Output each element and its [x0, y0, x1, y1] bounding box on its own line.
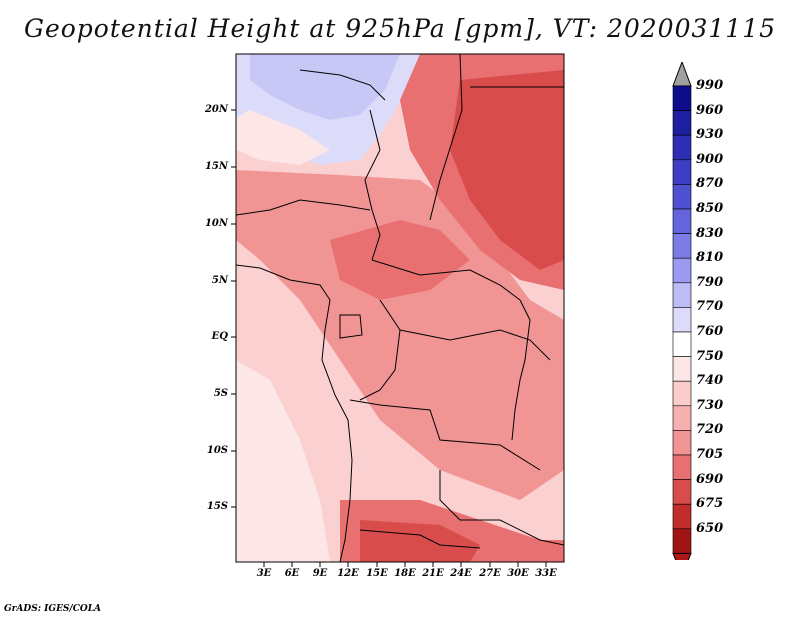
colorbar-label: 790 [696, 274, 724, 290]
lat-label-20n: 20N [204, 104, 228, 115]
colorbar-swatch [672, 307, 692, 333]
colorbar-swatch [672, 184, 692, 210]
colorbar-label: 770 [696, 299, 724, 315]
lat-label-10n: 10N [204, 218, 228, 229]
tick-marks [231, 109, 547, 567]
lon-label-30e: 30E [507, 568, 529, 579]
colorbar-label: 850 [696, 201, 724, 216]
lat-label-5n: 5N [211, 275, 228, 286]
colorbar-swatch [672, 159, 692, 185]
colorbar-swatch [672, 233, 692, 259]
colorbar-label: 690 [696, 471, 724, 487]
colorbar-label: 760 [696, 324, 724, 339]
colorbar-swatch [672, 134, 692, 161]
lon-label-15e: 15E [366, 568, 388, 579]
colorbar-swatch [672, 503, 692, 530]
colorbar-swatch [672, 110, 692, 136]
colorbar-label: 830 [696, 225, 724, 241]
borders [236, 54, 564, 562]
colorbar-label: 720 [696, 422, 724, 438]
colorbar-bottom-arrow [672, 552, 692, 560]
colorbar-label: 730 [696, 397, 724, 413]
colorbar-swatch [672, 356, 692, 382]
colorbar-swatch [672, 430, 692, 456]
field-light-west [236, 360, 330, 562]
grads-credit: GrADS: IGES/COLA [4, 604, 102, 614]
colorbar-swatch [672, 528, 692, 554]
colorbar-label: 990 [696, 78, 724, 93]
colorbar-label: 675 [696, 496, 724, 512]
colorbar-label: 870 [696, 176, 724, 192]
colorbar-label: 705 [696, 447, 724, 462]
field-white-belt [236, 110, 330, 165]
lat-label-eq: EQ [211, 331, 228, 342]
lon-label-6e: 6E [284, 568, 300, 579]
colorbar-swatch [672, 454, 692, 480]
lat-label-5s: 5S [213, 388, 228, 399]
colorbar-swatch [672, 380, 692, 407]
lon-label-21e: 21E [422, 568, 444, 579]
colorbar-label: 810 [696, 250, 724, 266]
colorbar-label: 900 [696, 151, 724, 167]
colorbar-swatch [672, 405, 692, 431]
colorbar-top-arrow [672, 62, 692, 87]
chart-title: Geopotential Height at 925hPa [gpm], VT:… [23, 14, 777, 43]
colorbar-swatch [672, 331, 692, 357]
map-frame [235, 53, 565, 563]
lon-label-3e: 3E [256, 568, 272, 579]
field-mid-red [236, 170, 564, 500]
lon-label-33e: 33E [535, 568, 557, 579]
colorbar-swatch [672, 282, 692, 308]
colorbar-swatch [672, 257, 692, 284]
lon-label-27e: 27E [479, 568, 501, 579]
height-field [236, 54, 564, 562]
lat-label-15s: 15S [206, 501, 228, 512]
colorbar-label: 740 [696, 373, 724, 389]
lon-label-24e: 24E [450, 568, 472, 579]
colorbar-swatch [672, 85, 692, 111]
lon-label-9e: 9E [312, 568, 328, 579]
colorbar-label: 930 [696, 127, 724, 143]
lon-label-18e: 18E [394, 568, 416, 579]
colorbar-swatch [672, 479, 692, 505]
colorbar-swatch [672, 208, 692, 234]
colorbar-label: 650 [696, 520, 724, 536]
field-blue-core [250, 54, 400, 120]
field-red-south-core [360, 520, 480, 562]
colorbar-label: 960 [696, 102, 724, 118]
field-red-central [330, 220, 470, 300]
colorbar-label: 750 [696, 348, 724, 364]
lon-label-12e: 12E [337, 568, 359, 579]
lat-label-15n: 15N [204, 161, 228, 172]
field-red-core [450, 70, 564, 270]
lat-label-10s: 10S [206, 445, 228, 456]
colorbar [672, 62, 692, 560]
